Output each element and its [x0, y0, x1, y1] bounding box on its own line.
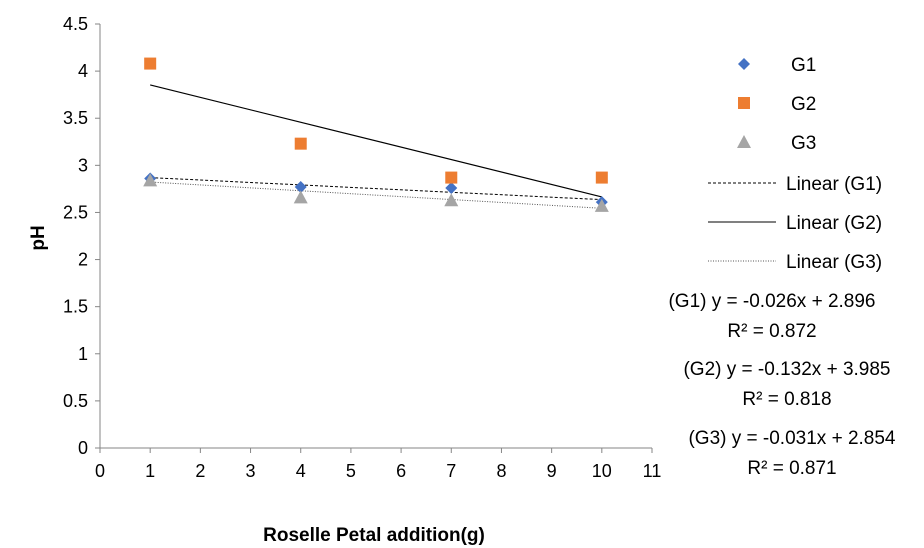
data-point-g3 — [444, 193, 459, 207]
trendline-2 — [150, 84, 602, 198]
y-tick-label: 2.5 — [63, 202, 88, 222]
x-tick-label: 1 — [145, 461, 155, 481]
legend-label-trendline-2: Linear (G2) — [786, 213, 882, 234]
trendline-equation-3: (G3) y = -0.031x + 2.854 — [688, 428, 895, 449]
x-tick-label: 11 — [643, 461, 662, 481]
legend-marker-g1 — [738, 58, 750, 70]
legend-label-g2: G2 — [791, 94, 816, 115]
y-tick-label: 1 — [78, 344, 88, 364]
y-tick-label: 1.5 — [63, 297, 88, 317]
y-tick-label: 0 — [78, 438, 88, 458]
data-point-g2 — [294, 137, 307, 150]
legend-label-trendline-3: Linear (G3) — [786, 252, 882, 273]
x-axis-title: Roselle Petal addition(g) — [263, 525, 485, 546]
y-tick-label: 0.5 — [63, 391, 88, 411]
x-tick-label: 3 — [246, 461, 256, 481]
data-point-g2 — [445, 171, 458, 184]
data-point-g3 — [143, 173, 158, 187]
x-tick-label: 7 — [446, 461, 456, 481]
data-point-g1 — [294, 181, 307, 194]
x-tick-label: 6 — [396, 461, 406, 481]
y-tick-label: 3.5 — [63, 108, 88, 128]
trendline-equations: (G1) y = -0.026x + 2.896 R² = 0.872 (G2) y… — [668, 291, 895, 479]
trendline-3 — [150, 181, 602, 209]
trendline-equation-2: (G2) y = -0.132x + 3.985 — [683, 359, 890, 380]
y-axis-title: pH — [28, 225, 49, 250]
x-tick-label: 5 — [346, 461, 356, 481]
legend-marker-g3 — [737, 135, 751, 148]
legend-label-g1: G1 — [791, 55, 816, 76]
trendlines — [150, 84, 602, 209]
data-point-g2 — [144, 57, 157, 70]
axes: 0 0.5 1 1.5 2 2.5 3 3.5 4 4.5 0 1 2 3 4 5 6 7 8 9 10 11 — [63, 14, 661, 481]
x-tick-label: 10 — [592, 461, 612, 481]
x-tick-label: 9 — [547, 461, 557, 481]
trendline-r2-3: R² = 0.871 — [747, 458, 836, 479]
data-point-g3 — [594, 198, 609, 212]
trendline-1 — [150, 177, 602, 201]
data-points — [143, 57, 609, 212]
x-tick-label: 2 — [195, 461, 205, 481]
x-tick-label: 0 — [95, 461, 105, 481]
y-tick-label: 4.5 — [63, 14, 88, 34]
trendline-r2-1: R² = 0.872 — [727, 321, 816, 342]
data-point-g1 — [445, 181, 458, 194]
trendline-equation-1: (G1) y = -0.026x + 2.896 — [668, 291, 875, 312]
legend-label-trendline-1: Linear (G1) — [786, 174, 882, 195]
legend-label-g3: G3 — [791, 133, 816, 154]
data-point-g2 — [595, 171, 608, 184]
y-tick-label: 3 — [78, 155, 88, 175]
y-tick-label: 2 — [78, 250, 88, 270]
y-tick-label: 4 — [78, 61, 88, 81]
x-tick-label: 8 — [496, 461, 506, 481]
data-point-g3 — [293, 190, 308, 204]
legend-marker-g2 — [738, 97, 750, 109]
trendline-r2-2: R² = 0.818 — [742, 389, 831, 410]
x-tick-label: 4 — [296, 461, 306, 481]
legend: G1 G2 G3 Linear (G1) Linear (G2) Linear (G3) — [708, 55, 882, 273]
